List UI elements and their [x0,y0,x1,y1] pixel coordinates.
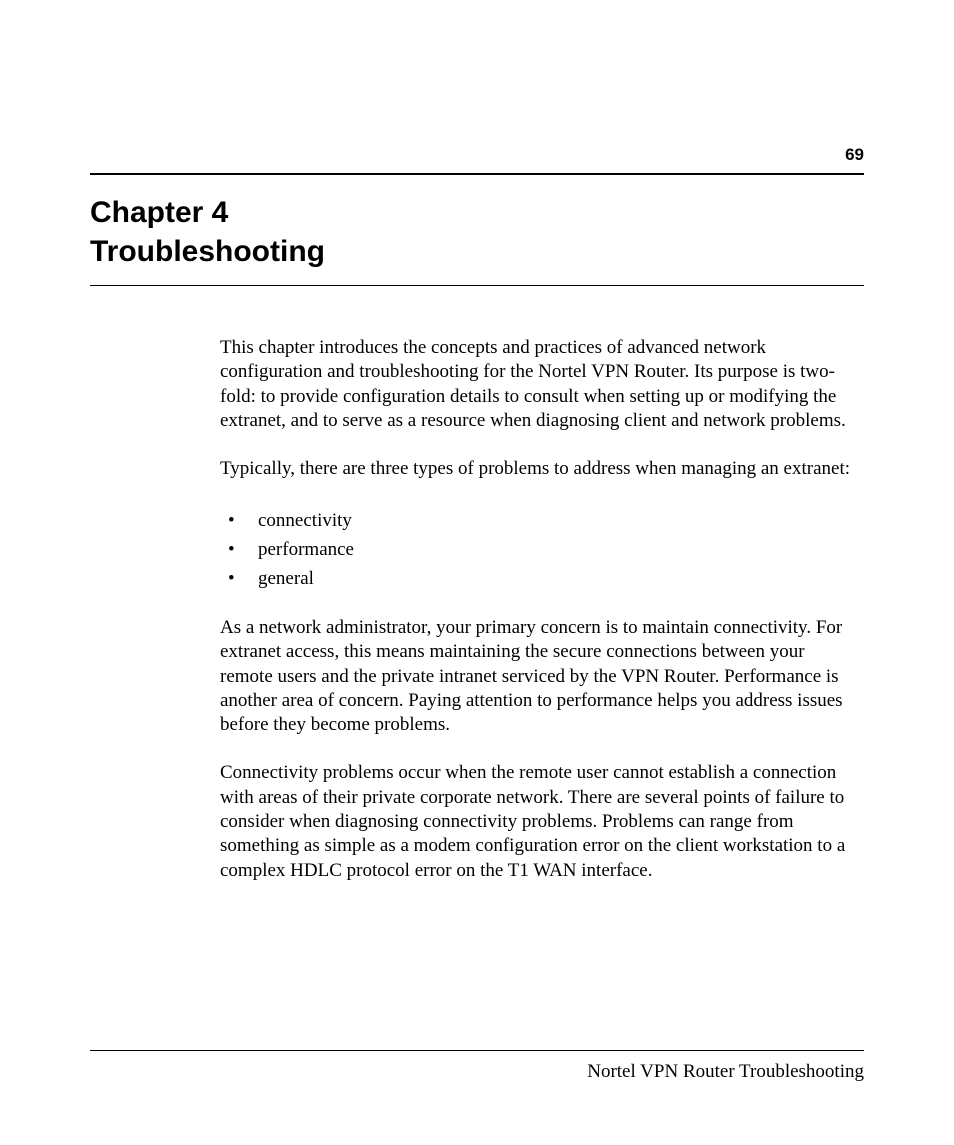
chapter-label: Chapter 4 [90,193,864,232]
list-item: performance [220,535,862,564]
heading-underline [90,285,864,286]
types-intro-paragraph: Typically, there are three types of prob… [220,457,862,481]
admin-concern-paragraph: As a network administrator, your primary… [220,616,862,738]
list-item: general [220,564,862,593]
top-rule [90,173,864,175]
document-page: 69 Chapter 4 Troubleshooting This chapte… [0,0,954,883]
chapter-heading: Chapter 4 Troubleshooting [90,193,864,271]
intro-paragraph: This chapter introduces the concepts and… [220,336,862,433]
connectivity-paragraph: Connectivity problems occur when the rem… [220,761,862,883]
list-item: connectivity [220,506,862,535]
footer-text: Nortel VPN Router Troubleshooting [90,1061,864,1083]
page-number: 69 [90,145,864,165]
footer-rule [90,1050,864,1051]
body-text-area: This chapter introduces the concepts and… [90,336,864,883]
page-footer: Nortel VPN Router Troubleshooting [90,1050,864,1083]
chapter-title: Troubleshooting [90,232,864,271]
problem-types-list: connectivity performance general [220,506,862,594]
